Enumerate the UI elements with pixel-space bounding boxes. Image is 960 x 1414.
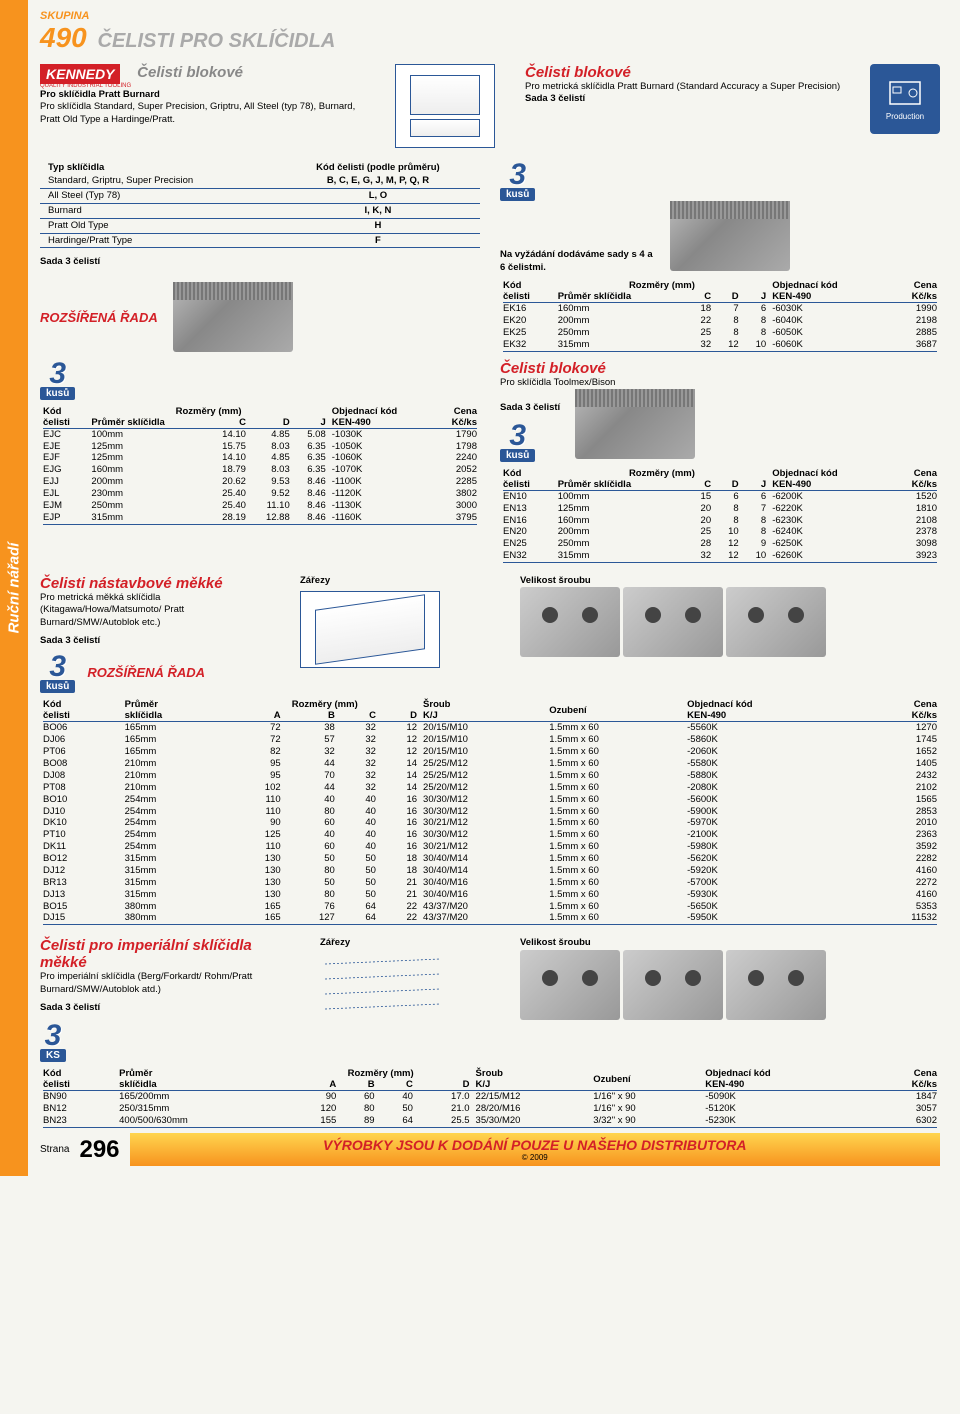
table-row: EN10100mm1566-6200K1520 bbox=[500, 491, 940, 503]
table-row: BO12315mm13050501830/40/M141.5mm x 60-56… bbox=[40, 853, 940, 865]
table-row: DK10254mm9060401630/21/M121.5mm x 60-597… bbox=[40, 817, 940, 829]
brand-logo: KENNEDY bbox=[40, 64, 120, 84]
main-title: ČELISTI PRO SKLÍČIDLA bbox=[98, 30, 336, 53]
table-row: EJG160mm18.798.036.35-1070K2052 bbox=[40, 464, 480, 476]
table-row: EJL230mm25.409.528.46-1120K3802 bbox=[40, 488, 480, 500]
product-image bbox=[173, 282, 293, 355]
table-row: EN25250mm28129-6250K3098 bbox=[500, 538, 940, 550]
table-row: BO06165mm7238321220/15/M101.5mm x 60-556… bbox=[40, 722, 940, 734]
table-row: BO15380mm16576642243/37/M201.5mm x 60-56… bbox=[40, 901, 940, 913]
data-table-2: KódRozměry (mm)Objednací kódCena čelisti… bbox=[500, 280, 940, 352]
table-row: BN90165/200mm90604017.022/15/M121/16" x … bbox=[40, 1091, 940, 1103]
imperial-title: Čelisti pro imperiální sklíčidla měkké bbox=[40, 937, 300, 971]
table-row: DJ13315mm13080502130/40/M161.5mm x 60-59… bbox=[40, 889, 940, 901]
left-subtitle: Čelisti blokové bbox=[137, 64, 243, 81]
qty-badge: 3 kusů bbox=[500, 422, 535, 462]
table-row: EN13125mm2087-6220K1810 bbox=[500, 503, 940, 515]
table-row: DJ10254mm11080401630/30/M121.5mm x 60-59… bbox=[40, 806, 940, 818]
table-row: EK25250mm2588-6050K2885 bbox=[500, 327, 940, 339]
diagram-image bbox=[395, 64, 495, 148]
data-table-4: KódPrůměrRozměry (mm)ŠroubOzubeníObjedna… bbox=[40, 699, 940, 925]
table-row: BN12250/315mm120805021.028/20/M161/16" x… bbox=[40, 1103, 940, 1115]
footer-bar: VÝROBKY JSOU K DODÁNÍ POUZE U NAŠEHO DIS… bbox=[130, 1133, 940, 1166]
table-row: EJP315mm28.1912.888.46-1160K3795 bbox=[40, 512, 480, 524]
soft-title: Čelisti nástavbové měkké bbox=[40, 575, 280, 592]
right-subtitle: Čelisti blokové bbox=[525, 64, 850, 81]
table-row: BO08210mm9544321425/25/M121.5mm x 60-558… bbox=[40, 758, 940, 770]
table-row: PT10254mm12540401630/30/M121.5mm x 60-21… bbox=[40, 829, 940, 841]
table-row: EN20200mm25108-6240K2378 bbox=[500, 526, 940, 538]
table-row: EN32315mm321210-6260K3923 bbox=[500, 550, 940, 562]
qty-badge: 3 kusů bbox=[40, 653, 75, 693]
data-table-1: KódRozměry (mm)Objednací kódCena čelisti… bbox=[40, 406, 480, 525]
table-row: EK32315mm321210-6060K3687 bbox=[500, 339, 940, 351]
mid-sada: Sada 3 čelistí bbox=[500, 402, 560, 414]
diagram-image bbox=[300, 591, 440, 668]
zarezy-label: Zářezy bbox=[320, 937, 500, 949]
right-sada: Sada 3 čelistí bbox=[525, 93, 850, 105]
sada-label: Sada 3 čelistí bbox=[40, 256, 480, 268]
table-row: EJJ200mm20.629.538.46-1100K2285 bbox=[40, 476, 480, 488]
table-row: DK11254mm11060401630/21/M121.5mm x 60-59… bbox=[40, 841, 940, 853]
avail-note: Na vyžádání dodáváme sady s 4 a 6 čelist… bbox=[500, 249, 660, 274]
velikost-label: Velikost šroubu bbox=[520, 937, 940, 949]
mid-subtitle: Čelisti blokové bbox=[500, 360, 940, 377]
group-number: 490 bbox=[40, 22, 87, 54]
table-row: DJ08210mm9570321425/25/M121.5mm x 60-588… bbox=[40, 770, 940, 782]
left-desc: Pro sklíčidla Standard, Super Precision,… bbox=[40, 101, 365, 126]
table-row: EK20200mm2288-6040K2198 bbox=[500, 315, 940, 327]
left-bold-desc: Pro sklíčidla Pratt Burnard bbox=[40, 89, 365, 101]
table-row: BO10254mm11040401630/30/M121.5mm x 60-56… bbox=[40, 794, 940, 806]
table-row: DJ15380mm165127642243/37/M201.5mm x 60-5… bbox=[40, 912, 940, 924]
table-row: EN16160mm2088-6230K2108 bbox=[500, 515, 940, 527]
imperial-desc: Pro imperiální sklíčidla (Berg/Forkardt/… bbox=[40, 971, 300, 996]
diagram-image bbox=[320, 954, 500, 1017]
table-row: EK16160mm1876-6030K1990 bbox=[500, 303, 940, 315]
data-table-3: KódRozměry (mm)Objednací kódCena čelisti… bbox=[500, 468, 940, 563]
qty-badge: 3 KS bbox=[40, 1022, 66, 1062]
qty-badge: 3 kusů bbox=[40, 360, 75, 400]
mid-desc: Pro sklíčidla Toolmex/Bison bbox=[500, 377, 940, 389]
soft-desc: Pro metrická měkká sklíčidla (Kitagawa/H… bbox=[40, 592, 280, 629]
product-image bbox=[520, 950, 940, 1023]
extended-range: ROZŠÍŘENÁ ŘADA bbox=[87, 666, 205, 680]
zarezy-label: Zářezy bbox=[300, 575, 500, 587]
table-row: DJ06165mm7257321220/15/M101.5mm x 60-586… bbox=[40, 734, 940, 746]
table-row: EJF125mm14.104.856.35-1060K2240 bbox=[40, 452, 480, 464]
production-icon: Production bbox=[870, 64, 940, 134]
product-image bbox=[670, 201, 790, 274]
product-image bbox=[575, 389, 695, 462]
table-row: EJC100mm14.104.855.08-1030K1790 bbox=[40, 429, 480, 441]
table-row: PT06165mm8232321220/15/M101.5mm x 60-206… bbox=[40, 746, 940, 758]
table-row: BN23400/500/630mm155896425.535/30/M203/3… bbox=[40, 1115, 940, 1127]
right-desc: Pro metrická sklíčidla Pratt Burnard (St… bbox=[525, 81, 850, 93]
table-row: DJ12315mm13080501830/40/M141.5mm x 60-59… bbox=[40, 865, 940, 877]
group-label: SKUPINA bbox=[40, 10, 90, 22]
table-row: EJE125mm15.758.036.35-1050K1798 bbox=[40, 441, 480, 453]
product-image bbox=[520, 587, 940, 660]
extended-range: ROZŠÍŘENÁ ŘADA bbox=[40, 311, 158, 325]
soft-sada: Sada 3 čelistí bbox=[40, 635, 280, 647]
page-number: 296 bbox=[79, 1136, 119, 1164]
data-table-5: KódPrůměrRozměry (mm)ŠroubOzubeníObjedna… bbox=[40, 1068, 940, 1128]
table-row: BR13315mm13050502130/40/M161.5mm x 60-57… bbox=[40, 877, 940, 889]
strana-label: Strana bbox=[40, 1144, 69, 1155]
table-row: PT08210mm10244321425/20/M121.5mm x 60-20… bbox=[40, 782, 940, 794]
velikost-label: Velikost šroubu bbox=[520, 575, 940, 587]
qty-badge: 3 kusů bbox=[500, 161, 535, 201]
imperial-sada: Sada 3 čelistí bbox=[40, 1002, 300, 1014]
table-row: EJM250mm25.4011.108.46-1130K3000 bbox=[40, 500, 480, 512]
type-table: Typ sklíčidlaKód čelisti (podle průměru)… bbox=[40, 161, 480, 248]
